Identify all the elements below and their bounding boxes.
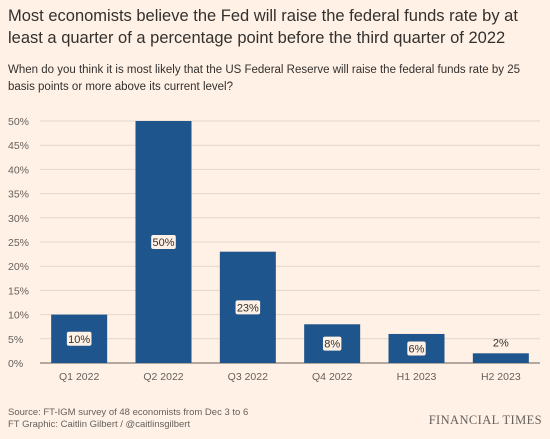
data-labels: 10% 50% 23% 8% 6% 2% <box>66 235 509 356</box>
y-tick-label: 40% <box>8 164 29 176</box>
y-tick-label: 10% <box>8 310 29 322</box>
data-label: 10% <box>68 334 90 346</box>
x-tick-label: H1 2023 <box>397 371 437 383</box>
source-note: Source: FT-IGM survey of 48 economists f… <box>8 407 249 418</box>
y-tick-label: 35% <box>8 189 29 201</box>
y-tick-label: 15% <box>8 285 29 297</box>
y-tick-label: 0% <box>8 358 23 370</box>
chart-footer: Source: FT-IGM survey of 48 economists f… <box>8 407 248 431</box>
gridlines <box>40 120 540 364</box>
chart-title: Most economists believe the Fed will rai… <box>8 7 518 47</box>
ft-logo-text: FINANCIAL TIMES <box>428 413 542 427</box>
y-tick-label: 25% <box>8 237 29 249</box>
bar <box>472 353 529 363</box>
chart-subtitle: When do you think it is most likely that… <box>8 64 520 93</box>
data-label-background <box>235 300 261 315</box>
x-tick-label: Q2 2022 <box>143 371 183 383</box>
data-label-background <box>66 331 92 346</box>
y-tick-label: 5% <box>8 334 23 346</box>
y-axis-ticks: 0% 5% 10% 15% 20% 25% 30% 35% 40% 45% 50% <box>8 116 29 370</box>
y-tick-label: 30% <box>8 213 29 225</box>
data-label: 8% <box>324 339 340 351</box>
data-label: 50% <box>152 237 174 249</box>
x-axis-ticks: Q1 2022 Q2 2022 Q3 2022 Q4 2022 H1 2023 H2 20… <box>59 371 521 383</box>
y-tick-label: 45% <box>8 140 29 152</box>
x-tick-label: Q4 2022 <box>312 371 352 383</box>
x-tick-label: H2 2023 <box>481 371 521 383</box>
data-label: 2% <box>493 337 509 349</box>
data-label-background <box>322 336 342 351</box>
data-label-background <box>151 235 176 249</box>
y-tick-label: 50% <box>8 116 29 128</box>
x-tick-label: Q3 2022 <box>228 371 268 383</box>
graphic-credit: FT Graphic: Caitlin Gilbert / @caitlinsg… <box>8 419 191 430</box>
data-label: 6% <box>409 343 425 355</box>
data-label-background <box>407 341 426 356</box>
bar-chart: 0% 5% 10% 15% 20% 25% 30% 35% 40% 45% 50% 10% 50% 23… <box>8 116 540 383</box>
y-tick-label: 20% <box>8 261 29 273</box>
x-tick-label: Q1 2022 <box>59 371 99 383</box>
data-label: 23% <box>237 302 259 314</box>
